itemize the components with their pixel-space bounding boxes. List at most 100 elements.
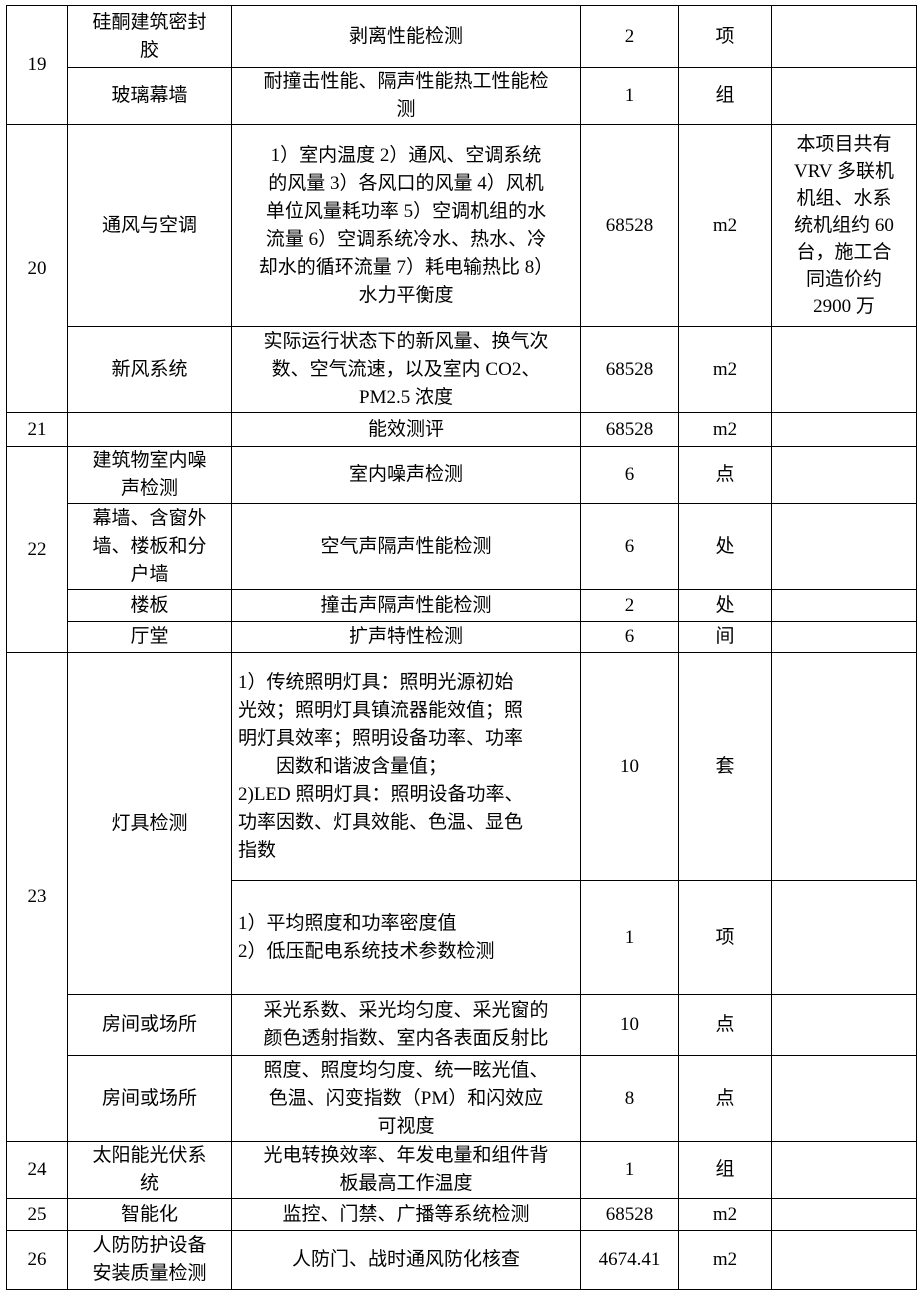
table-row: 房间或场所 照度、照度均匀度、统一眩光值、 色温、闪变指数（PM）和闪效应 可视… — [7, 1055, 917, 1142]
item-name: 楼板 — [67, 589, 232, 622]
quantity: 1 — [580, 1141, 679, 1199]
unit: 处 — [678, 589, 772, 622]
inspection-content: 能效测评 — [231, 412, 581, 447]
item-name: 建筑物室内噪 声检测 — [67, 446, 232, 504]
note — [771, 994, 917, 1056]
note — [771, 412, 917, 447]
quantity: 10 — [580, 994, 679, 1056]
table-row: 房间或场所 采光系数、采光均匀度、采光窗的 颜色透射指数、室内各表面反射比 10… — [7, 994, 917, 1056]
quantity: 6 — [580, 503, 679, 590]
inspection-content: 照度、照度均匀度、统一眩光值、 色温、闪变指数（PM）和闪效应 可视度 — [231, 1055, 581, 1142]
table-row: 25 智能化 监控、门禁、广播等系统检测 68528 m2 — [6, 1198, 917, 1231]
inspection-content: 剥离性能检测 — [231, 5, 581, 68]
row-number: 19 — [6, 5, 68, 125]
table-row: 1）平均照度和功率密度值 2）低压配电系统技术参数检测 1 项 — [7, 880, 917, 995]
quantity: 68528 — [580, 124, 679, 327]
unit: m2 — [678, 1198, 772, 1231]
unit: m2 — [678, 412, 772, 447]
item-name: 硅酮建筑密封 胶 — [67, 5, 232, 68]
note — [771, 880, 917, 995]
item-name: 通风与空调 — [67, 124, 232, 327]
item-name: 人防防护设备 安装质量检测 — [67, 1230, 232, 1290]
inspection-content: 1）室内温度 2）通风、空调系统 的风量 3）各风口的风量 4）风机 单位风量耗… — [231, 124, 581, 327]
unit: 点 — [678, 1055, 772, 1142]
table-row: 幕墙、含窗外 墙、楼板和分 户墙 空气声隔声性能检测 6 处 — [7, 503, 917, 590]
unit: m2 — [678, 1230, 772, 1290]
quantity: 68528 — [580, 1198, 679, 1231]
quantity: 8 — [580, 1055, 679, 1142]
row-number: 24 — [6, 1141, 68, 1199]
unit: 间 — [678, 621, 772, 653]
note — [771, 621, 917, 653]
quantity: 4674.41 — [580, 1230, 679, 1290]
row-number: 22 — [6, 446, 68, 653]
unit: m2 — [678, 124, 772, 327]
row-number: 25 — [6, 1198, 68, 1231]
table-row: 24 太阳能光伏系 统 光电转换效率、年发电量和组件背 板最高工作温度 1 组 — [6, 1141, 917, 1199]
item-name: 灯具检测 — [67, 652, 232, 995]
note — [771, 652, 917, 881]
inspection-content: 空气声隔声性能检测 — [231, 503, 581, 590]
table-row: 19 硅酮建筑密封 胶 剥离性能检测 2 项 — [6, 5, 917, 125]
item-name: 厅堂 — [67, 621, 232, 653]
item-name: 幕墙、含窗外 墙、楼板和分 户墙 — [67, 503, 232, 590]
note — [771, 1198, 917, 1231]
item-name: 房间或场所 — [67, 1055, 232, 1142]
inspection-content: 撞击声隔声性能检测 — [231, 589, 581, 622]
row-number: 20 — [6, 124, 68, 413]
row-number: 26 — [6, 1230, 68, 1290]
item-name: 智能化 — [67, 1198, 232, 1231]
quantity: 2 — [580, 5, 679, 68]
unit: m2 — [678, 326, 772, 413]
note — [771, 326, 917, 413]
inspection-content: 1）平均照度和功率密度值 2）低压配电系统技术参数检测 — [231, 880, 581, 995]
note — [771, 1141, 917, 1199]
table-row: 23 灯具检测 1）传统照明灯具：照明光源初始 光效；照明灯具镇流器能效值；照 … — [6, 652, 917, 1142]
note — [771, 67, 917, 125]
quantity: 68528 — [580, 326, 679, 413]
inspection-content: 扩声特性检测 — [231, 621, 581, 653]
unit: 套 — [678, 652, 772, 881]
inspection-content: 采光系数、采光均匀度、采光窗的 颜色透射指数、室内各表面反射比 — [231, 994, 581, 1056]
item-name: 玻璃幕墙 — [67, 67, 232, 125]
quantity: 6 — [580, 446, 679, 504]
quantity: 1 — [580, 67, 679, 125]
quantity: 6 — [580, 621, 679, 653]
note — [771, 1230, 917, 1290]
table-row: 22 建筑物室内噪 声检测 室内噪声检测 6 点 — [6, 446, 917, 653]
note: 本项目共有 VRV 多联机 机组、水系 统机组约 60 台，施工合 同造价约 2… — [771, 124, 917, 327]
note — [771, 589, 917, 622]
note — [771, 446, 917, 504]
unit: 处 — [678, 503, 772, 590]
table-row: 21 能效测评 68528 m2 — [6, 412, 917, 447]
row-number: 23 — [6, 652, 68, 1142]
quantity: 10 — [580, 652, 679, 881]
unit: 点 — [678, 446, 772, 504]
note — [771, 1055, 917, 1142]
table-row: 楼板 撞击声隔声性能检测 2 处 — [7, 589, 917, 622]
inspection-content: 实际运行状态下的新风量、换气次 数、空气流速，以及室内 CO2、 PM2.5 浓… — [231, 326, 581, 413]
inspection-content: 室内噪声检测 — [231, 446, 581, 504]
inspection-content: 人防门、战时通风防化核查 — [231, 1230, 581, 1290]
unit: 项 — [678, 5, 772, 68]
table-row: 20 通风与空调 1）室内温度 2）通风、空调系统 的风量 3）各风口的风量 4… — [6, 124, 917, 413]
table-row: 26 人防防护设备 安装质量检测 人防门、战时通风防化核查 4674.41 m2 — [6, 1230, 917, 1290]
inspection-content: 监控、门禁、广播等系统检测 — [231, 1198, 581, 1231]
table-row: 玻璃幕墙 耐撞击性能、隔声性能热工性能检 测 1 组 — [7, 67, 917, 125]
item-name: 房间或场所 — [67, 994, 232, 1056]
row-number: 21 — [6, 412, 68, 447]
table-row: 新风系统 实际运行状态下的新风量、换气次 数、空气流速，以及室内 CO2、 PM… — [7, 326, 917, 413]
unit: 组 — [678, 67, 772, 125]
inspection-content: 光电转换效率、年发电量和组件背 板最高工作温度 — [231, 1141, 581, 1199]
unit: 点 — [678, 994, 772, 1056]
item-name: 新风系统 — [67, 326, 232, 413]
item-name — [67, 412, 232, 447]
unit: 组 — [678, 1141, 772, 1199]
note — [771, 5, 917, 68]
item-name: 太阳能光伏系 统 — [67, 1141, 232, 1199]
quantity: 68528 — [580, 412, 679, 447]
quantity: 1 — [580, 880, 679, 995]
unit: 项 — [678, 880, 772, 995]
quantity: 2 — [580, 589, 679, 622]
inspection-items-table: 19 硅酮建筑密封 胶 剥离性能检测 2 项 玻璃幕墙 耐撞击性能、隔声性能热工… — [6, 5, 917, 1290]
